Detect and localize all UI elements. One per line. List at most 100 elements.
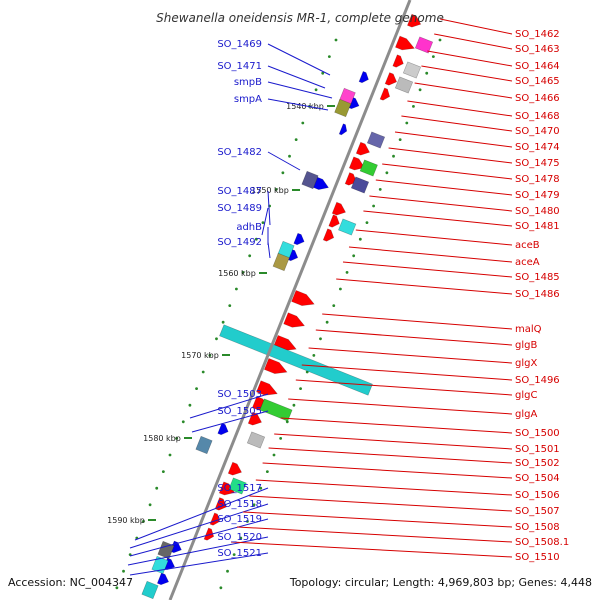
left-gene-label[interactable]: SO_1505: [217, 406, 262, 417]
right-gene-label[interactable]: SO_1481: [515, 221, 560, 232]
leader-line: [267, 81, 333, 99]
reverse-gene-arrow: [156, 572, 170, 586]
leader-line: [267, 151, 301, 171]
minor-tick-dot: [345, 271, 349, 274]
left-gene-label[interactable]: SO_1503: [217, 389, 262, 400]
minor-tick-dot: [115, 586, 119, 590]
left-gene-label[interactable]: SO_1520: [217, 532, 262, 543]
right-gene-label[interactable]: SO_1468: [515, 111, 560, 122]
leader-line: [322, 313, 513, 330]
minor-tick-dot: [288, 154, 291, 158]
minor-tick-dot: [219, 586, 223, 590]
minor-tick-dot: [352, 254, 356, 258]
left-gene-label[interactable]: SO_1487: [217, 186, 262, 197]
reverse-gene-arrow: [358, 71, 369, 84]
forward-gene-arrow: [322, 228, 335, 242]
right-gene-label[interactable]: SO_1474: [515, 142, 560, 153]
right-gene-label[interactable]: SO_1463: [515, 44, 560, 55]
right-gene-label[interactable]: SO_1479: [515, 190, 560, 201]
left-gene-label[interactable]: SO_1517: [217, 483, 262, 494]
left-gene-label[interactable]: SO_1492: [217, 237, 262, 248]
right-gene-label[interactable]: glgX: [515, 358, 537, 369]
left-gene-label[interactable]: SO_1471: [217, 61, 262, 72]
minor-tick-dot: [226, 569, 229, 573]
right-gene-label[interactable]: SO_1510: [515, 552, 560, 563]
right-gene-label[interactable]: SO_1466: [515, 93, 560, 104]
leader-line: [382, 163, 513, 180]
leader-line: [267, 43, 331, 76]
leader-line: [375, 179, 513, 196]
right-gene-label[interactable]: SO_1486: [515, 289, 560, 300]
right-gene-label[interactable]: SO_1475: [515, 158, 560, 169]
minor-tick-dot: [259, 486, 263, 490]
right-gene-label[interactable]: SO_1465: [515, 76, 560, 87]
left-gene-label[interactable]: adhB: [236, 222, 262, 233]
right-gene-label[interactable]: SO_1504: [515, 473, 560, 484]
left-gene-label[interactable]: smpB: [234, 77, 262, 88]
right-gene-label[interactable]: SO_1501: [515, 444, 560, 455]
forward-gene-arrow: [256, 380, 278, 396]
minor-tick-dot: [392, 154, 395, 158]
forward-gene-arrow: [273, 334, 297, 351]
minor-tick-dot: [252, 503, 256, 507]
right-gene-label[interactable]: SO_1502: [515, 458, 560, 469]
kbp-tick-label: 1570 kbp: [181, 351, 219, 360]
right-gene-label[interactable]: aceA: [515, 257, 540, 268]
forward-gene-arrow: [263, 357, 288, 374]
right-gene-label[interactable]: SO_1470: [515, 126, 560, 137]
minor-tick-dot: [321, 71, 325, 75]
right-gene-label[interactable]: SO_1496: [515, 375, 560, 386]
minor-tick-dot: [221, 320, 225, 324]
right-gene-label[interactable]: SO_1480: [515, 206, 560, 217]
right-gene-label[interactable]: SO_1500: [515, 428, 560, 439]
minor-tick-dot: [405, 121, 409, 125]
minor-tick-dot: [314, 88, 318, 92]
minor-tick-dot: [425, 71, 429, 75]
right-gene-label[interactable]: malQ: [515, 324, 542, 335]
minor-tick-dot: [274, 188, 278, 191]
minor-tick-dot: [372, 204, 375, 208]
leader-line: [315, 329, 513, 346]
forward-gene-arrow: [348, 156, 365, 171]
left-gene-label[interactable]: SO_1519: [217, 514, 262, 525]
leader-line: [127, 536, 269, 566]
leader-line: [267, 98, 329, 111]
minor-tick-dot: [285, 420, 289, 424]
minor-tick-dot: [365, 221, 369, 225]
right-gene-label[interactable]: SO_1485: [515, 272, 560, 283]
left-gene-label[interactable]: SO_1469: [217, 39, 262, 50]
leader-line: [414, 82, 513, 99]
leader-line: [394, 131, 513, 148]
right-gene-label[interactable]: aceB: [515, 240, 540, 251]
forward-gene-arrow: [407, 13, 422, 28]
right-gene-label[interactable]: SO_1508: [515, 522, 560, 533]
left-gene-label[interactable]: SO_1521: [217, 548, 262, 559]
genome-backbone: [168, 0, 412, 600]
leader-line: [342, 261, 513, 278]
gene-box: [359, 159, 378, 177]
right-gene-label[interactable]: glgB: [515, 340, 537, 351]
left-gene-label[interactable]: SO_1489: [217, 203, 262, 214]
minor-tick-dot: [398, 138, 402, 142]
left-gene-label[interactable]: SO_1518: [217, 499, 262, 510]
reverse-gene-arrow: [217, 422, 229, 436]
right-gene-label[interactable]: glgA: [515, 409, 537, 420]
gene-box: [228, 477, 247, 495]
right-gene-label[interactable]: SO_1507: [515, 506, 560, 517]
leader-line: [336, 278, 513, 295]
right-gene-label[interactable]: SO_1478: [515, 174, 560, 185]
left-gene-label[interactable]: smpA: [234, 94, 262, 105]
leader-line: [348, 246, 513, 263]
left-gene-label[interactable]: SO_1482: [217, 147, 262, 158]
right-gene-label[interactable]: SO_1506: [515, 490, 560, 501]
right-gene-label[interactable]: SO_1508.1: [515, 537, 569, 548]
minor-tick-dot: [334, 38, 338, 42]
right-gene-label[interactable]: glgC: [515, 390, 537, 401]
minor-tick-dot: [142, 520, 145, 523]
right-gene-label[interactable]: SO_1462: [515, 29, 560, 40]
forward-gene-arrow: [328, 214, 340, 228]
leader-line: [274, 433, 513, 450]
leader-line: [288, 398, 513, 415]
right-gene-label[interactable]: SO_1464: [515, 61, 560, 72]
